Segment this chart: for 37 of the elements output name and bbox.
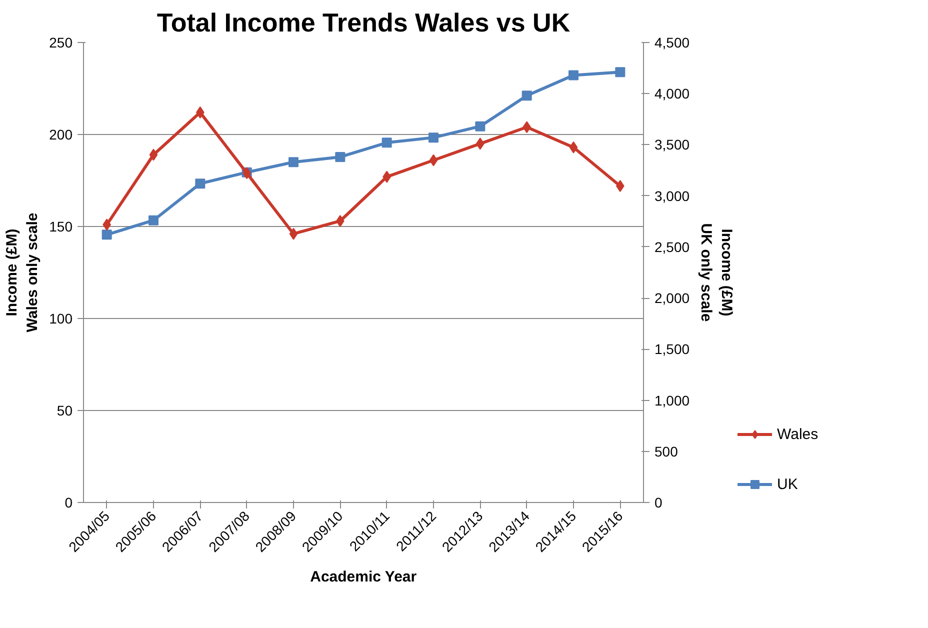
y2-tick-label: 2,500 (654, 238, 690, 255)
y-tick-label: 0 (64, 494, 73, 510)
point (522, 90, 532, 101)
point (102, 230, 112, 240)
y2-tick-label: 4,500 (654, 34, 690, 50)
point (289, 228, 298, 240)
y-tick-label: 50 (56, 402, 73, 418)
point (149, 148, 158, 161)
y2-tick-label: 4,000 (654, 86, 690, 102)
point (569, 141, 578, 154)
point (615, 67, 626, 78)
y2-tick-label: 2,000 (654, 290, 690, 306)
legend-label: Wales (777, 426, 818, 442)
y-tick-label: 100 (49, 310, 73, 326)
point (568, 70, 578, 80)
legend-label: UK (777, 476, 798, 492)
point (148, 215, 158, 226)
y2-axis-title: Income (£M) UK only scale (698, 223, 735, 322)
point (428, 132, 438, 143)
y-tick-label: 200 (49, 126, 73, 142)
point (288, 157, 298, 168)
y-tick-label: 150 (49, 218, 73, 234)
chart-title: Total Income Trends Wales vs UK (156, 8, 570, 38)
point (429, 154, 438, 166)
point (475, 121, 486, 132)
point (195, 178, 206, 189)
y2-tick-label: 0 (654, 494, 662, 510)
y2-tick-label: 1,000 (654, 392, 690, 408)
x-axis-title: Academic Year (310, 568, 417, 586)
point (382, 138, 392, 148)
y-axis-title: Income (£M) Wales only scale (4, 212, 42, 332)
y-tick-label: 250 (49, 34, 73, 50)
y2-tick-label: 500 (654, 443, 678, 460)
point (335, 152, 346, 162)
y2-tick-label: 3,000 (654, 188, 690, 204)
y2-tick-label: 1,500 (654, 341, 690, 358)
y2-tick-label: 3,500 (654, 136, 690, 153)
